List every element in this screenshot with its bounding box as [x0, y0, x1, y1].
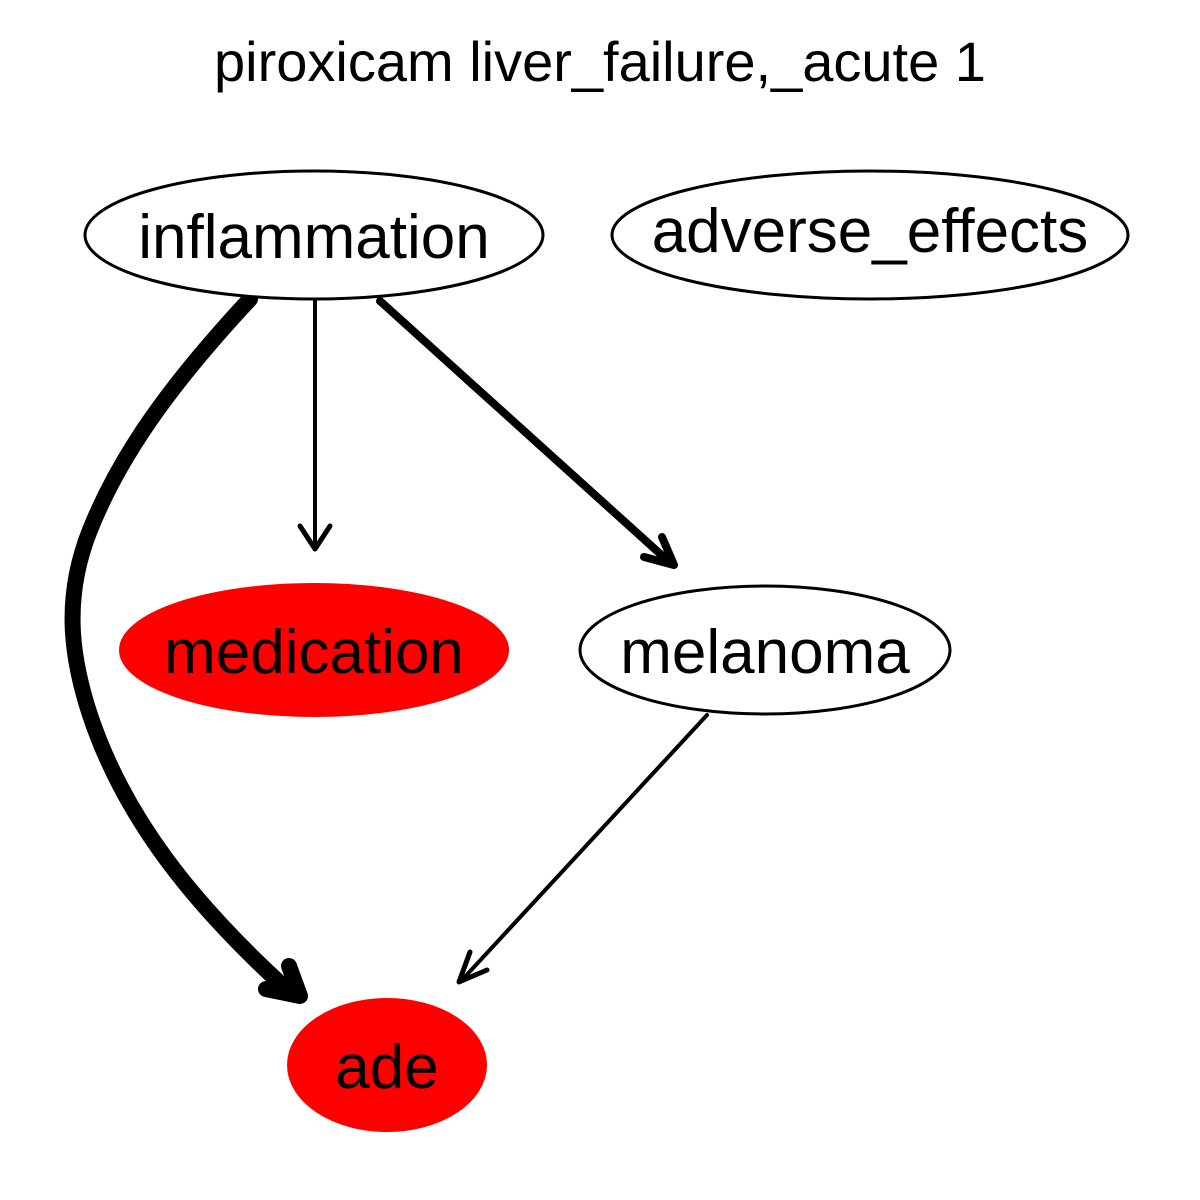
edge-inflammation-to-medication [297, 299, 333, 552]
node-label: inflammation [138, 203, 489, 272]
arrow-head [640, 533, 678, 569]
arrow-head [297, 523, 333, 552]
edge-line [64, 291, 290, 993]
edge-inflammation-to-ade [64, 291, 308, 1004]
edge-melanoma-to-ade [456, 713, 709, 985]
node-shape [287, 998, 487, 1132]
edge-inflammation-to-melanoma [376, 297, 678, 569]
node-shape [578, 584, 952, 716]
node-inflammation[interactable]: inflammation [83, 169, 545, 301]
node-medication[interactable]: medication [119, 583, 509, 717]
node-adverse-effects[interactable]: adverse_effects [610, 169, 1130, 301]
edge-line [460, 713, 709, 982]
arrow-head [258, 958, 308, 1004]
edge-line [376, 297, 671, 564]
node-shape [83, 169, 545, 301]
node-label: ade [335, 1033, 438, 1102]
node-label: adverse_effects [652, 197, 1089, 266]
arrow-head [456, 949, 490, 985]
node-label: melanoma [620, 618, 910, 687]
node-melanoma[interactable]: melanoma [578, 584, 952, 716]
node-shape [119, 583, 509, 717]
node-ade[interactable]: ade [287, 998, 487, 1132]
node-label: medication [164, 618, 464, 687]
diagram-title: piroxicam liver_failure,_acute 1 [214, 30, 986, 93]
node-shape [610, 169, 1130, 301]
